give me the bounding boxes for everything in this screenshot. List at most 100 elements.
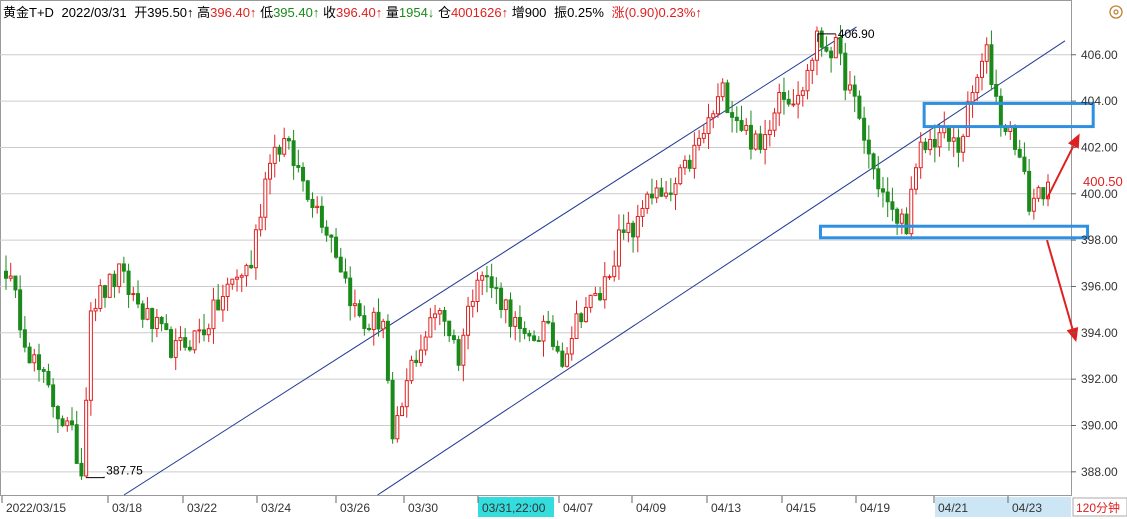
candle-body (753, 133, 758, 150)
candle-body (838, 37, 843, 54)
candle-body (989, 44, 994, 85)
candle-body (470, 300, 475, 307)
arrow-shaft (1046, 145, 1075, 199)
symbol: 黄金T+D (3, 5, 54, 20)
candle-body (107, 273, 112, 298)
candle-body (70, 420, 75, 426)
candle-body (621, 229, 626, 233)
candle-body (121, 263, 126, 272)
candle-body (268, 162, 273, 180)
x-tick-label: 04/09 (636, 501, 666, 515)
candle-body (277, 146, 282, 155)
volume-value: 1954↓ (399, 5, 434, 20)
candle-body (631, 222, 636, 238)
candle-body (546, 320, 551, 324)
candle-body (720, 82, 725, 98)
candle-body (664, 192, 669, 197)
candle-body (348, 277, 353, 307)
open-label: 开 (134, 5, 147, 20)
channel-line (123, 26, 857, 496)
oi-value: 4001626↑ (451, 5, 508, 20)
candle-body (46, 370, 51, 386)
trend-channel (123, 26, 1066, 496)
candle-body (569, 338, 574, 355)
candle-body (65, 420, 70, 427)
candle-body (593, 293, 598, 296)
candle-body (1027, 170, 1032, 212)
candle-body (975, 76, 980, 94)
candle-body (687, 159, 692, 169)
x-tick-label: 04/07 (563, 501, 593, 515)
y-tick-label: 396.00 (1081, 279, 1118, 293)
arrow-head (1066, 326, 1079, 343)
candle-body (876, 168, 881, 190)
high-label: 高 (197, 5, 210, 20)
candle-body (857, 95, 862, 119)
low-annotation: 387.75 (106, 464, 143, 478)
candle-body (645, 193, 650, 209)
candle-body (489, 276, 494, 289)
candle-body (532, 335, 537, 341)
candle-body (418, 349, 423, 364)
x-tick-label: 03/31,22:00 (482, 501, 546, 515)
candle-body (456, 339, 461, 366)
candle-body (475, 279, 480, 302)
cursor-date-bg (478, 497, 554, 517)
candle-body (829, 50, 834, 59)
candle-body (961, 135, 966, 153)
candle-body (640, 207, 645, 217)
candle-body (1022, 156, 1027, 172)
candle-body (899, 213, 904, 224)
candle-body (183, 337, 188, 348)
close-value: 396.40↑ (336, 5, 382, 20)
candle-body (357, 303, 362, 317)
candle-body (758, 133, 763, 150)
candle-body (871, 153, 876, 170)
candle-body (112, 273, 117, 288)
candle-body (103, 285, 108, 298)
candle-body (904, 213, 909, 235)
candle-body (979, 60, 984, 78)
candle-body (334, 236, 339, 258)
candle-body (923, 141, 928, 151)
candle-body (635, 215, 640, 238)
candle-body (433, 313, 438, 319)
candle-body (579, 313, 584, 323)
y-tick-label: 394.00 (1081, 326, 1118, 340)
candle-body (164, 323, 169, 331)
x-tick-label: 03/24 (261, 501, 291, 515)
candle-body (503, 299, 508, 311)
x-tick-label: 2022/03/15 (6, 501, 66, 515)
y-tick-label: 388.00 (1081, 465, 1118, 479)
y-axis: 406.00 404.00 402.00 400.00 398.00 396.00 394.… (1071, 48, 1123, 479)
candle-body (781, 92, 786, 100)
candle-body (187, 346, 192, 351)
candle-body (607, 276, 612, 279)
candle-body (706, 117, 711, 135)
candle-body (315, 205, 320, 209)
candle-body (329, 234, 334, 238)
candle-body (1046, 181, 1050, 200)
candle-body (668, 192, 673, 195)
candle-body (885, 191, 890, 203)
candle-body (522, 328, 527, 334)
candle-body (730, 112, 735, 118)
high-annotation: 406.90 (838, 27, 875, 41)
candle-body (428, 317, 433, 338)
candle-body (862, 117, 867, 141)
x-tick-label: 04/15 (786, 501, 816, 515)
candle-body (244, 264, 249, 277)
candle-body (550, 322, 555, 347)
candle-body (767, 129, 772, 136)
candle-body (796, 94, 801, 105)
candle-body (140, 303, 145, 320)
candle-body (249, 264, 254, 269)
x-tick-label: 04/13 (711, 501, 741, 515)
candle-body (499, 287, 504, 311)
candle-body (282, 138, 287, 155)
candle-body (18, 289, 23, 331)
candle-body (131, 293, 136, 296)
candle-body (51, 384, 56, 408)
gear-icon[interactable] (1109, 5, 1123, 19)
